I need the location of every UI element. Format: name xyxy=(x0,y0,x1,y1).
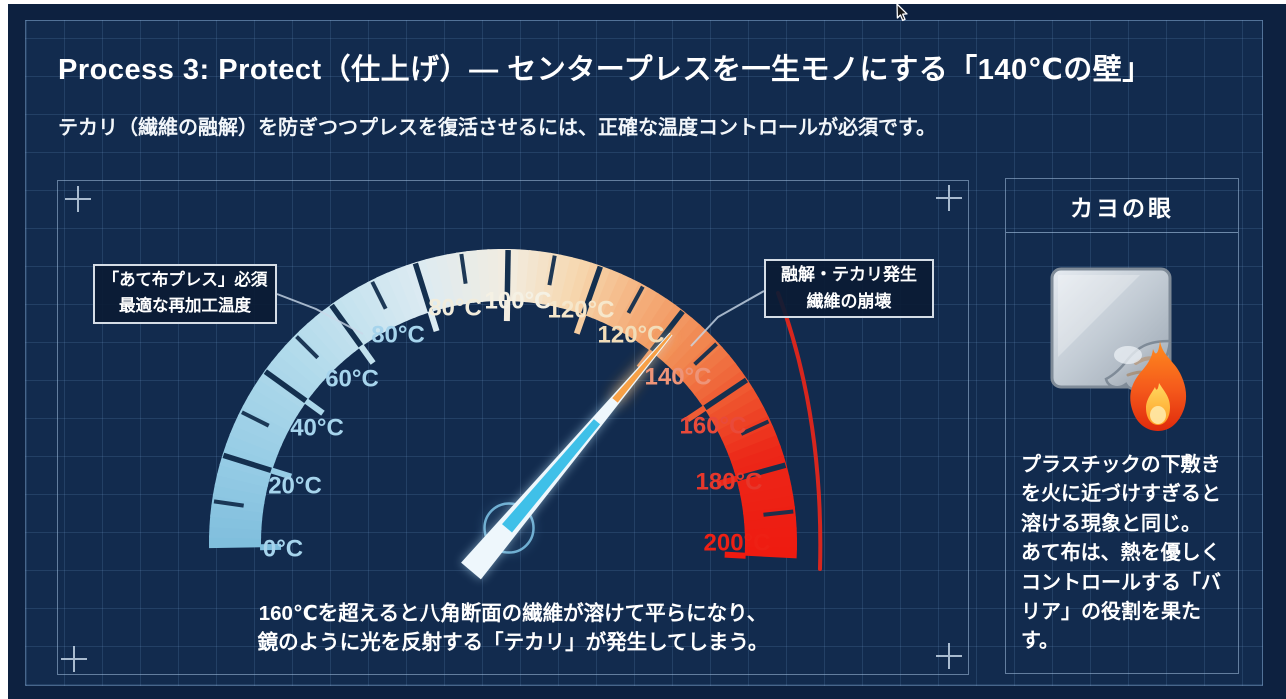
crosshair-mark xyxy=(936,643,962,669)
gauge-tick-label: 100°C xyxy=(485,287,552,314)
gauge-tick-label: 180°C xyxy=(696,468,763,495)
gauge-tick-label: 80°C xyxy=(371,321,425,348)
gauge-caption: 160℃を超えると八角断面の繊維が溶けて平らになり、 鏡のように光を反射する「テ… xyxy=(257,602,769,655)
gauge-tick-label: 40°C xyxy=(290,414,344,441)
crosshair-mark xyxy=(65,186,91,212)
gauge-panel: 0°C 20°C 40°C 60°C 80°C 80°C 100°C 120°C 120°C 14… xyxy=(57,180,969,675)
gauge-tick-label: 200°C xyxy=(704,529,771,556)
crosshair-mark xyxy=(936,185,962,211)
temperature-gauge-chart: 0°C20°C40°C60°C80°C80°C 100°C120°C120°C14… xyxy=(209,249,823,580)
sidebar-header: カヨの眼 xyxy=(1006,179,1238,233)
gauge-tick-label: 140°C xyxy=(645,363,712,390)
page-title: Process 3: Protect（仕上げ）— センタープレスを一生モノにする… xyxy=(58,54,1152,86)
crosshair-mark xyxy=(61,646,87,672)
gauge-tick-label: 120°C xyxy=(598,321,665,348)
kayo-no-me-panel: カヨの眼 xyxy=(1005,178,1239,674)
callout-safe-press-zone: 「あて布プレス」必須 最適な再加工温度 xyxy=(93,264,277,324)
gauge-tick-label: 0°C xyxy=(263,535,303,562)
gauge-tick-label: 20°C xyxy=(268,472,322,499)
gauge-tick-label: 120°C xyxy=(548,296,615,323)
mouse-cursor xyxy=(896,4,908,22)
gauge-tick-label: 160°C xyxy=(680,412,747,439)
page-subtitle: テカリ（繊維の融解）を防ぎつつプレスを復活させるには、正確な温度コントロールが必… xyxy=(58,117,936,139)
gauge-tick-label: 60°C xyxy=(325,365,379,392)
fire-icon xyxy=(1130,341,1187,431)
gauge-tick-label: 80°C xyxy=(428,294,482,321)
callout-melting-zone: 融解・テカリ発生 繊維の崩壊 xyxy=(764,259,934,318)
slide: Process 3: Protect（仕上げ）— センタープレスを一生モノにする… xyxy=(8,4,1286,699)
sidebar-note-text: プラスチックの下敷き を火に近づけすぎると 溶ける現象と同じ。 あて布は、熱を優… xyxy=(1021,454,1221,653)
